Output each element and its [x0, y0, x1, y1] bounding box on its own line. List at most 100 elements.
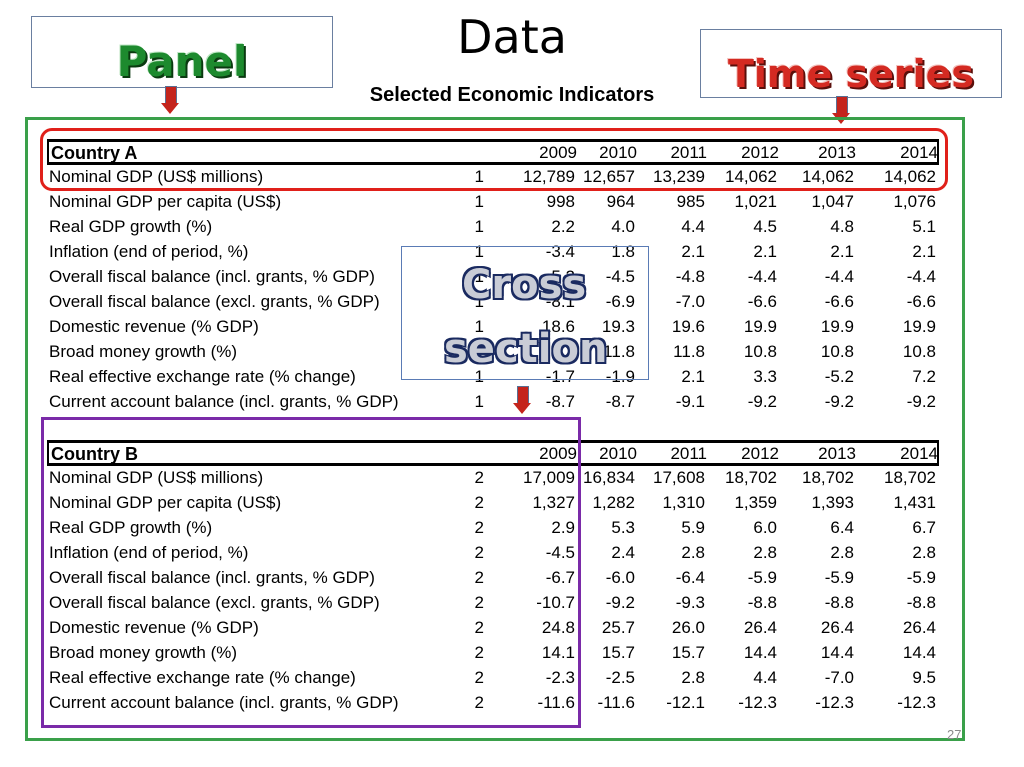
value-cell: 25.7 — [601, 618, 635, 637]
value-cell: 1,076 — [893, 192, 936, 211]
value-cell: -5.9 — [824, 568, 854, 587]
table-row: Real GDP growth (%) 2 2.9 5.3 5.9 6.0 6.4 6.7 — [47, 516, 939, 541]
country-id: 1 — [474, 292, 484, 311]
value-cell: 18.6 — [541, 317, 575, 336]
table-row: Nominal GDP (US$ millions) 1 12,789 12,657 1… — [47, 165, 939, 190]
value-cell: 1,310 — [662, 493, 705, 512]
indicator-label: Real effective exchange rate (% change) — [49, 367, 356, 386]
table-row: Nominal GDP per capita (US$) 1 998 964 985 1,… — [47, 190, 939, 215]
value-cell: 2.2 — [551, 217, 575, 236]
table-header: Country B 2009 2010 2011 2012 2013 2014 — [47, 440, 939, 466]
country-id: 1 — [474, 267, 484, 286]
table-row: Current account balance (incl. grants, %… — [47, 390, 939, 415]
value-cell: 6.4 — [830, 518, 854, 537]
indicator-label: Broad money growth (%) — [49, 342, 238, 361]
table-row: Real GDP growth (%) 1 2.2 4.0 4.4 4.5 4.8 5.1 — [47, 215, 939, 240]
value-cell: 10.8 — [902, 342, 936, 361]
value-cell: 3.3 — [753, 367, 777, 386]
value-cell: 2.1 — [681, 242, 705, 261]
value-cell: 19.9 — [902, 317, 936, 336]
value-cell: 985 — [676, 192, 705, 211]
value-cell: -8.8 — [747, 593, 777, 612]
value-cell: -6.4 — [675, 568, 705, 587]
country-id: 2 — [474, 618, 484, 637]
value-cell: -7.0 — [675, 292, 705, 311]
table-row: Domestic revenue (% GDP) 1 18.6 19.3 19.6 19.… — [47, 315, 939, 340]
country-id: 2 — [474, 668, 484, 687]
value-cell: 14.1 — [541, 643, 575, 662]
value-cell: 12,789 — [523, 167, 575, 186]
value-cell: -4.5 — [545, 543, 575, 562]
value-cell: 9.5 — [912, 668, 936, 687]
dataset-frame — [25, 117, 965, 741]
value-cell: -12.1 — [666, 693, 705, 712]
value-cell: -9.2 — [605, 593, 635, 612]
value-cell: 1,282 — [592, 493, 635, 512]
value-cell: -8.8 — [906, 593, 936, 612]
indicator-label: Current account balance (incl. grants, %… — [49, 392, 399, 411]
country-id: 1 — [474, 217, 484, 236]
value-cell: 14.4 — [902, 643, 936, 662]
year-header: 2009 — [539, 143, 577, 162]
slide-title: Data — [457, 10, 567, 64]
year-header: 2009 — [539, 444, 577, 463]
value-cell: -8.8 — [824, 593, 854, 612]
value-cell: 4.4 — [753, 668, 777, 687]
value-cell: -4.8 — [675, 267, 705, 286]
value-cell: -9.3 — [675, 593, 705, 612]
table-row: Overall fiscal balance (incl. grants, % … — [47, 566, 939, 591]
value-cell: 1,393 — [811, 493, 854, 512]
value-cell: 15.7 — [671, 643, 705, 662]
indicator-label: Nominal GDP (US$ millions) — [49, 468, 264, 487]
country-id: 1 — [474, 167, 484, 186]
value-cell: 14.4 — [743, 643, 777, 662]
value-cell: 2.8 — [681, 543, 705, 562]
value-cell: 2.8 — [681, 668, 705, 687]
value-cell: 2.1 — [681, 367, 705, 386]
value-cell: -4.4 — [824, 267, 854, 286]
value-cell: 4.8 — [830, 217, 854, 236]
indicator-label: Real GDP growth (%) — [49, 217, 213, 236]
country-id: 2 — [474, 643, 484, 662]
value-cell: -12.3 — [738, 693, 777, 712]
table-row: Current account balance (incl. grants, %… — [47, 691, 939, 716]
year-header: 2011 — [670, 444, 707, 463]
value-cell: 14,062 — [725, 167, 777, 186]
value-cell: 6.7 — [912, 518, 936, 537]
value-cell: 15.7 — [601, 643, 635, 662]
value-cell: 11.8 — [673, 342, 705, 361]
value-cell: 1,047 — [811, 192, 854, 211]
value-cell: -8.7 — [605, 392, 635, 411]
page-number: 27 — [947, 727, 962, 742]
value-cell: -9.2 — [824, 392, 854, 411]
table-row: Real effective exchange rate (% change) 1… — [47, 365, 939, 390]
country-name: Country B — [51, 444, 138, 464]
indicator-label: Inflation (end of period, %) — [49, 543, 249, 562]
value-cell: 2.9 — [551, 518, 575, 537]
value-cell: -8.7 — [545, 392, 575, 411]
indicator-label: Overall fiscal balance (excl. grants, % … — [49, 593, 380, 612]
value-cell: 10.8 — [820, 342, 854, 361]
year-header: 2012 — [741, 444, 779, 463]
value-cell: -5.9 — [747, 568, 777, 587]
value-cell: 26.4 — [902, 618, 936, 637]
value-cell: 7.2 — [912, 367, 936, 386]
value-cell: -6.6 — [906, 292, 936, 311]
country-id: 1 — [474, 342, 484, 361]
value-cell: 24.8 — [541, 618, 575, 637]
value-cell: -4.5 — [605, 267, 635, 286]
cross-section-label-line2: section — [444, 326, 608, 372]
country-id: 1 — [474, 367, 484, 386]
indicator-label: Domestic revenue (% GDP) — [49, 618, 259, 637]
value-cell: 26.0 — [671, 618, 705, 637]
value-cell: 18,702 — [802, 468, 854, 487]
value-cell: 18,702 — [725, 468, 777, 487]
value-cell: 19.9 — [743, 317, 777, 336]
value-cell: -2.5 — [605, 668, 635, 687]
table-subtitle: Selected Economic Indicators — [369, 84, 655, 106]
value-cell: 12,657 — [583, 167, 635, 186]
indicator-label: Real GDP growth (%) — [49, 518, 213, 537]
indicator-label: Domestic revenue (% GDP) — [49, 317, 259, 336]
table-row: Broad money growth (%) 2 14.1 15.7 15.7 14.4 1… — [47, 641, 939, 666]
value-cell: -2.3 — [545, 668, 575, 687]
